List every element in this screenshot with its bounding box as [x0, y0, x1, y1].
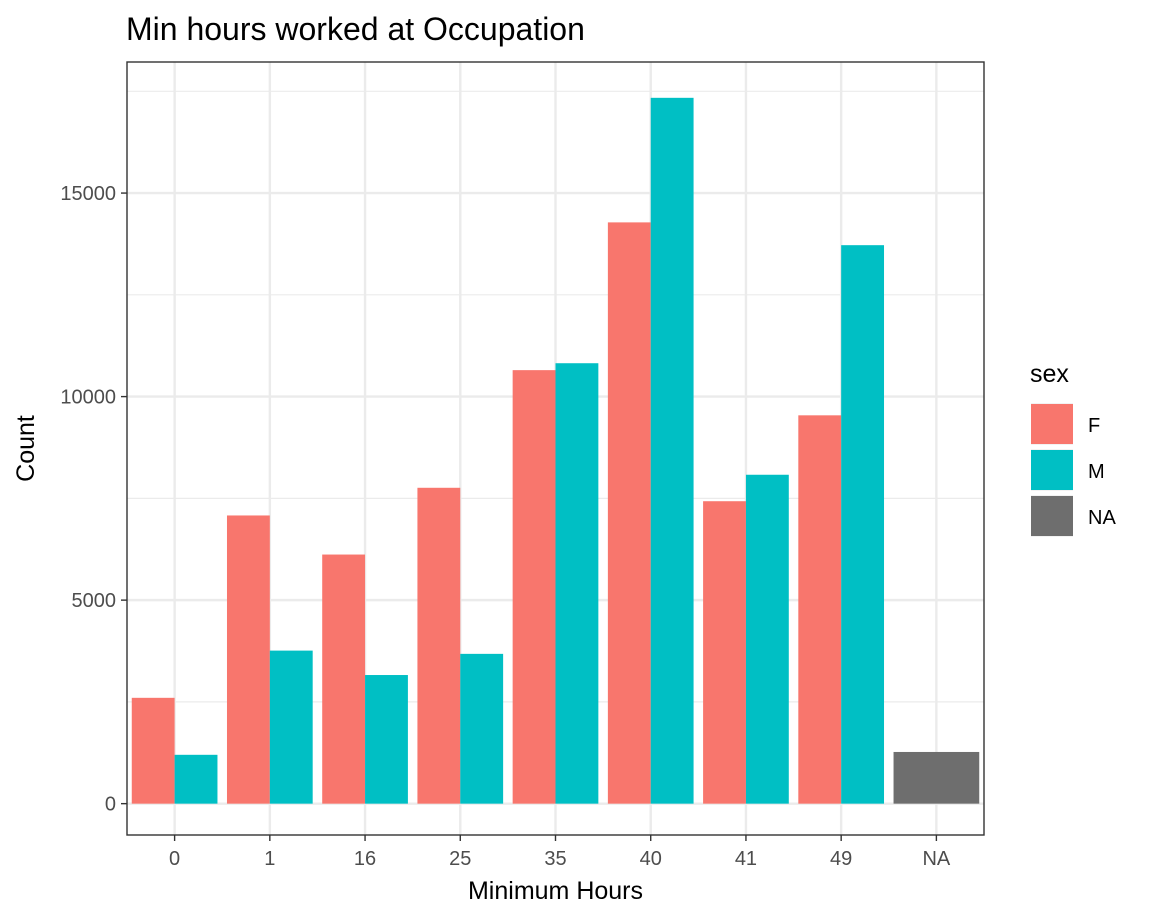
bar-f-25	[417, 487, 461, 804]
plot-area	[126, 61, 985, 836]
legend-label-m: M	[1088, 461, 1105, 483]
legend-swatch-na	[1031, 496, 1073, 536]
legend-title: sex	[1030, 360, 1069, 388]
legend-swatch-m	[1031, 450, 1073, 490]
legend-swatch-f	[1031, 404, 1073, 444]
y-axis-title: Count	[12, 415, 40, 482]
bar-m-25	[460, 653, 504, 804]
x-axis-title: Minimum Hours	[468, 877, 643, 905]
legend-label-na: NA	[1088, 507, 1116, 529]
bar-m-0	[174, 754, 218, 804]
y-tick-label: 10000	[60, 387, 116, 409]
y-tick-label: 0	[105, 794, 116, 816]
x-tick-label: 25	[449, 848, 471, 870]
x-tick-label: 49	[830, 848, 852, 870]
bar-f-1	[226, 515, 270, 804]
bar-m-16	[365, 675, 408, 804]
y-axis: 0 5000 10000 15000	[60, 183, 127, 816]
x-tick-label: 16	[354, 848, 376, 870]
bar-m-49	[841, 245, 885, 804]
bar-m-41	[745, 474, 789, 804]
x-tick-label: 41	[735, 848, 757, 870]
bar-f-0	[131, 697, 175, 804]
x-axis: 0 1 16 25 35 40 41 49 NA	[169, 835, 951, 870]
bar-na-na	[893, 751, 980, 804]
bar-f-16	[322, 554, 366, 804]
bar-m-40	[650, 97, 694, 804]
x-tick-label: 0	[169, 848, 180, 870]
chart-title: Min hours worked at Occupation	[126, 11, 585, 47]
y-tick-label: 15000	[60, 183, 116, 205]
x-tick-label: 1	[264, 848, 275, 870]
legend: sex F M NA	[1030, 360, 1116, 537]
bar-m-35	[555, 363, 599, 804]
x-tick-label: 40	[640, 848, 662, 870]
bars	[131, 97, 980, 804]
bar-f-49	[798, 415, 842, 804]
x-tick-label: NA	[922, 848, 950, 870]
y-tick-label: 5000	[72, 590, 117, 612]
x-tick-label: 35	[544, 848, 566, 870]
bar-m-1	[269, 650, 313, 804]
bar-f-35	[512, 370, 556, 804]
bar-f-40	[607, 222, 651, 804]
bar-f-41	[703, 501, 746, 804]
legend-label-f: F	[1088, 415, 1100, 437]
